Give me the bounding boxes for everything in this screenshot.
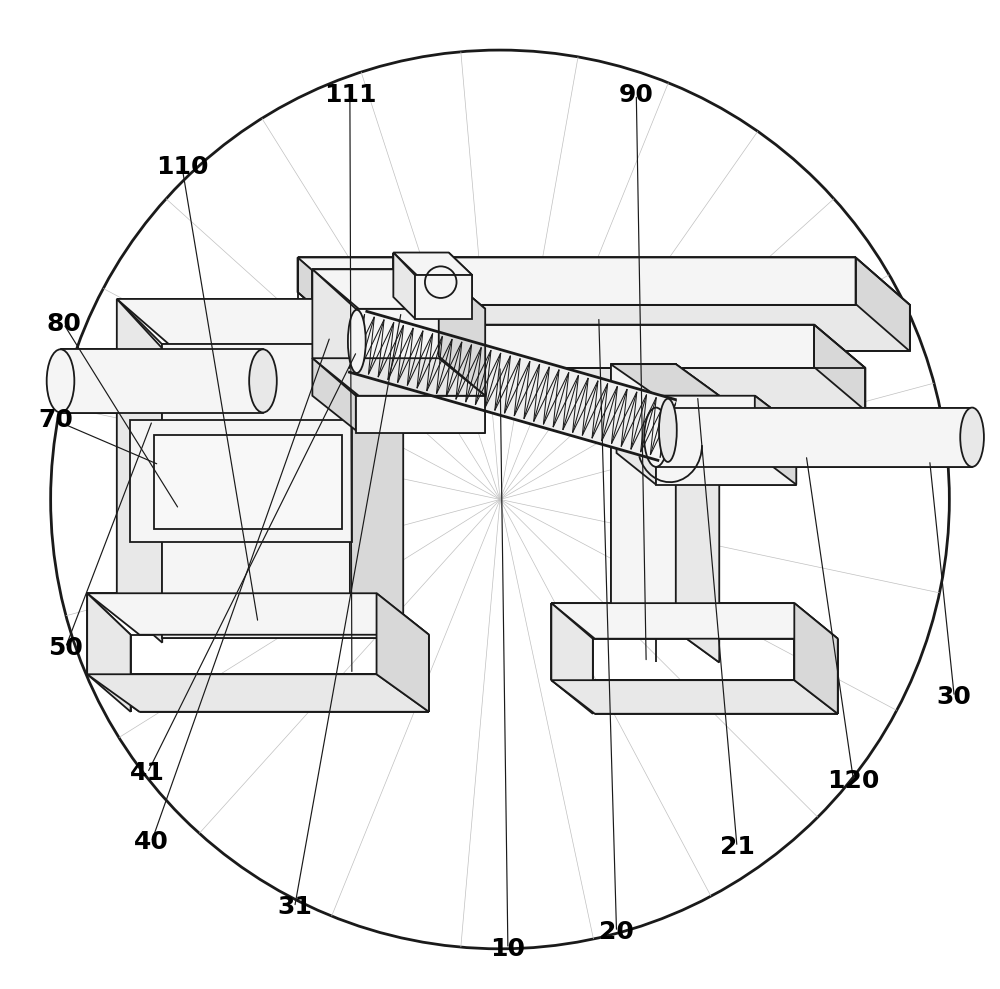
Text: 20: 20 xyxy=(599,920,634,944)
Polygon shape xyxy=(298,257,352,339)
Polygon shape xyxy=(356,309,485,396)
Text: 110: 110 xyxy=(156,154,208,179)
Polygon shape xyxy=(611,364,719,396)
Polygon shape xyxy=(320,324,865,368)
Polygon shape xyxy=(755,396,796,485)
Polygon shape xyxy=(676,364,719,663)
Text: 80: 80 xyxy=(46,312,81,335)
Polygon shape xyxy=(551,603,593,714)
Polygon shape xyxy=(117,299,162,643)
Text: 30: 30 xyxy=(937,685,972,709)
Ellipse shape xyxy=(960,407,984,467)
Polygon shape xyxy=(367,368,865,410)
Polygon shape xyxy=(393,252,415,318)
Polygon shape xyxy=(312,269,356,396)
Polygon shape xyxy=(814,324,865,410)
Polygon shape xyxy=(87,593,429,635)
Text: 40: 40 xyxy=(134,830,169,854)
Polygon shape xyxy=(154,435,342,529)
Polygon shape xyxy=(350,299,403,638)
Polygon shape xyxy=(162,344,403,638)
Text: 41: 41 xyxy=(130,761,165,785)
Polygon shape xyxy=(312,269,485,309)
Polygon shape xyxy=(794,603,838,714)
Text: 111: 111 xyxy=(324,82,376,107)
Ellipse shape xyxy=(47,349,74,412)
Polygon shape xyxy=(656,407,972,467)
Polygon shape xyxy=(656,427,796,485)
Text: 50: 50 xyxy=(48,636,83,660)
Polygon shape xyxy=(320,324,367,399)
Polygon shape xyxy=(551,680,838,714)
Polygon shape xyxy=(87,593,131,712)
Polygon shape xyxy=(130,420,352,542)
Polygon shape xyxy=(312,358,356,430)
Polygon shape xyxy=(617,396,796,427)
Polygon shape xyxy=(611,364,676,631)
Polygon shape xyxy=(856,257,910,351)
Polygon shape xyxy=(393,252,472,275)
Text: 120: 120 xyxy=(827,768,880,793)
Polygon shape xyxy=(551,603,838,639)
Polygon shape xyxy=(377,593,429,712)
Polygon shape xyxy=(356,396,485,433)
Polygon shape xyxy=(348,311,677,461)
Polygon shape xyxy=(415,275,472,318)
Ellipse shape xyxy=(644,407,668,467)
Polygon shape xyxy=(312,358,485,396)
Ellipse shape xyxy=(348,310,366,373)
Polygon shape xyxy=(617,396,656,485)
Text: 10: 10 xyxy=(490,937,525,960)
Polygon shape xyxy=(298,257,910,305)
Ellipse shape xyxy=(659,399,677,462)
Polygon shape xyxy=(117,299,403,344)
Text: 21: 21 xyxy=(720,835,754,859)
Text: 70: 70 xyxy=(38,408,73,432)
Text: 90: 90 xyxy=(619,82,654,107)
Ellipse shape xyxy=(249,349,277,412)
Polygon shape xyxy=(439,269,485,396)
Polygon shape xyxy=(352,305,910,351)
Polygon shape xyxy=(61,349,263,412)
Text: 31: 31 xyxy=(277,895,312,920)
Polygon shape xyxy=(87,674,429,712)
